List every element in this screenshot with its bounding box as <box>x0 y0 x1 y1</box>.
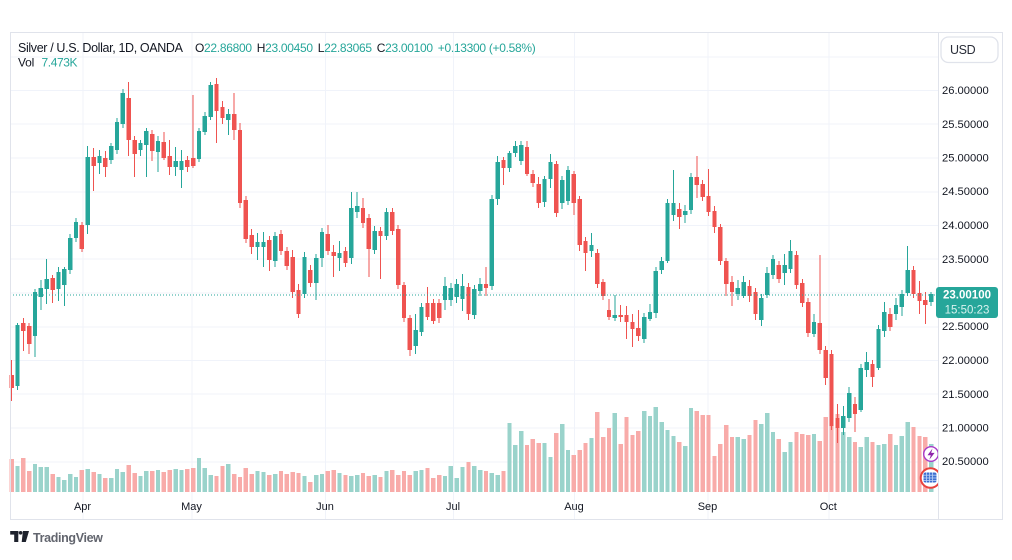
svg-text:25.50000: 25.50000 <box>942 119 989 131</box>
svg-text:21.00000: 21.00000 <box>942 423 989 435</box>
svg-text:25.00000: 25.00000 <box>942 153 989 165</box>
svg-text:23.50000: 23.50000 <box>942 254 989 266</box>
svg-text:22.00000: 22.00000 <box>942 355 989 367</box>
svg-text:23.00100: 23.00100 <box>943 290 991 302</box>
svg-text:Oct: Oct <box>820 501 837 513</box>
svg-text:Jul: Jul <box>446 501 460 513</box>
svg-text:24.50000: 24.50000 <box>942 186 989 198</box>
svg-text:24.00000: 24.00000 <box>942 220 989 232</box>
svg-text:15:50:23: 15:50:23 <box>945 305 990 317</box>
svg-text:21.50000: 21.50000 <box>942 389 989 401</box>
svg-text:22.50000: 22.50000 <box>942 321 989 333</box>
svg-text:Vol: Vol <box>18 56 34 70</box>
svg-text:USD: USD <box>950 43 976 57</box>
svg-text:Aug: Aug <box>564 501 584 513</box>
svg-text:26.00000: 26.00000 <box>942 85 989 97</box>
svg-text:7.473K: 7.473K <box>42 56 78 70</box>
svg-text:May: May <box>181 501 202 513</box>
svg-text:Apr: Apr <box>74 501 91 513</box>
svg-text:Jun: Jun <box>316 501 334 513</box>
svg-text:TradingView: TradingView <box>33 531 103 545</box>
svg-text:Sep: Sep <box>698 501 718 513</box>
svg-text:20.50000: 20.50000 <box>942 456 989 468</box>
svg-text:Silver / U.S. Dollar, 1D, OAND: Silver / U.S. Dollar, 1D, OANDA <box>18 41 184 55</box>
